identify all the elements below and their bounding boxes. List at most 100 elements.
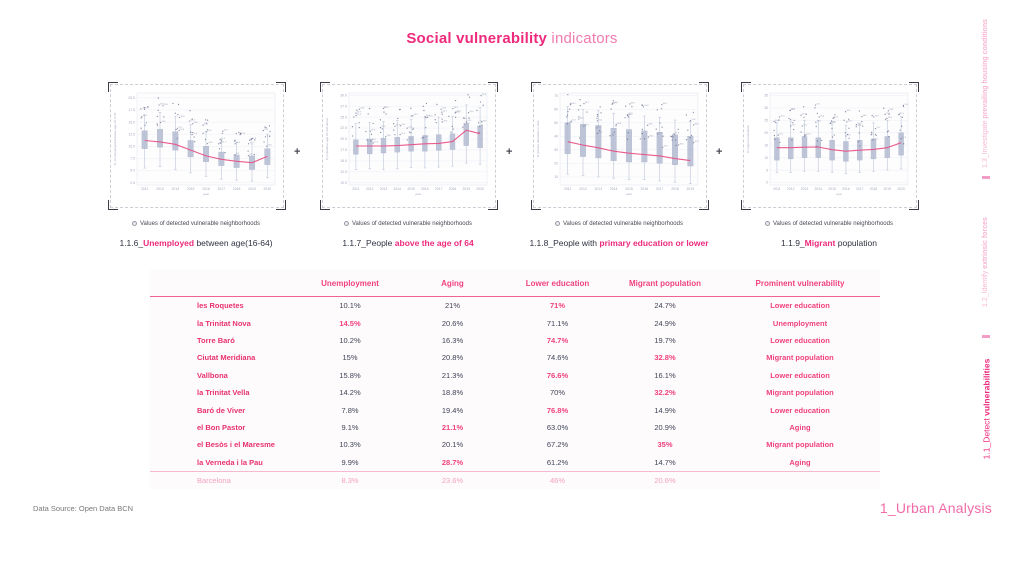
svg-text:15.2: 15.2 [191, 119, 196, 121]
svg-text:% population age 64 and above: % population age 64 and above [325, 118, 329, 161]
sidebar-item-detect-vulnerabilities[interactable]: 1.1_Detect vulnerabilities [982, 347, 992, 472]
svg-text:21.7: 21.7 [876, 127, 881, 129]
neighborhood-name: Torre Baró [197, 335, 235, 345]
svg-text:27.1: 27.1 [802, 114, 807, 116]
sidebar-item-housing-conditions[interactable]: 1.3_Investigate prevailing housing condi… [981, 19, 991, 168]
corner-bracket-icon [488, 82, 498, 92]
caption-text: 1.1.7_People [342, 238, 395, 248]
corner-bracket-icon [276, 200, 286, 210]
svg-text:49.3: 49.3 [568, 122, 573, 124]
svg-text:23.9: 23.9 [832, 121, 837, 123]
corner-bracket-icon [320, 200, 330, 210]
corner-bracket-icon [320, 82, 330, 92]
chart-caption-2: 1.1.7_People above the age of 64 [312, 238, 504, 248]
svg-text:22.5: 22.5 [340, 126, 347, 130]
svg-text:20.0: 20.0 [128, 96, 135, 100]
svg-text:30: 30 [764, 106, 768, 110]
svg-text:26.3: 26.3 [875, 115, 880, 117]
table-header-cell: Unemployment [321, 278, 379, 288]
svg-text:22.6: 22.6 [382, 126, 387, 128]
svg-text:42.1: 42.1 [598, 132, 603, 134]
svg-text:2019: 2019 [884, 187, 892, 191]
svg-text:30.0: 30.0 [340, 93, 347, 97]
svg-text:% of unemployed between age 16: % of unemployed between age 16 to 64 [113, 112, 117, 165]
svg-text:14.9: 14.9 [161, 121, 166, 123]
svg-text:2017: 2017 [656, 187, 664, 191]
svg-text:35.3: 35.3 [695, 141, 700, 143]
chart-legend-4: Values of detected vulnerable neighborho… [733, 221, 925, 227]
table-row: la Trinitat Nova 14.5% 20.6% 71.1% 24.9% Unem… [150, 314, 880, 331]
value-cell: 9.9% [341, 457, 359, 467]
corner-bracket-icon [699, 82, 709, 92]
svg-text:19.2: 19.2 [807, 133, 812, 135]
value-cell: 32.8% [654, 353, 676, 363]
svg-text:48.8: 48.8 [617, 123, 622, 125]
corner-bracket-icon [741, 200, 751, 210]
svg-text:year: year [415, 192, 421, 196]
svg-text:23.9: 23.9 [443, 120, 448, 122]
svg-text:2016: 2016 [842, 187, 850, 191]
svg-text:14.4: 14.4 [204, 124, 209, 126]
chart-legend-2: Values of detected vulnerable neighborho… [312, 221, 504, 227]
svg-text:24.6: 24.6 [775, 120, 780, 122]
value-cell: 21% [444, 301, 460, 311]
value-cell: 14.5% [339, 318, 361, 328]
svg-text:26.1: 26.1 [443, 111, 448, 113]
svg-text:46.1: 46.1 [597, 126, 602, 128]
svg-text:24.3: 24.3 [848, 120, 853, 122]
svg-text:28.8: 28.8 [889, 109, 894, 111]
svg-text:26.8: 26.8 [360, 108, 365, 110]
svg-text:25: 25 [764, 119, 768, 123]
svg-text:2019: 2019 [687, 187, 695, 191]
corner-bracket-icon [108, 200, 118, 210]
svg-text:23.2: 23.2 [857, 123, 862, 125]
svg-text:31.8: 31.8 [664, 146, 669, 148]
svg-text:2011: 2011 [564, 187, 571, 191]
neighborhood-name: les Roquetes [197, 301, 244, 311]
value-cell: 21.3% [441, 370, 464, 380]
svg-text:2.5: 2.5 [130, 181, 135, 185]
svg-text:2020: 2020 [264, 187, 272, 191]
svg-text:2012: 2012 [787, 187, 795, 191]
svg-text:41.7: 41.7 [659, 132, 664, 134]
value-cell: 8.3% [341, 476, 359, 486]
svg-text:20: 20 [764, 131, 768, 135]
table-header-cell: Migrant population [629, 278, 701, 288]
svg-text:31.1: 31.1 [817, 104, 822, 106]
value-cell: 16.3% [441, 335, 464, 345]
legend-label: Values of detected vulnerable neighborho… [773, 221, 893, 228]
vulnerability-cell: Lower education [770, 335, 830, 345]
page-title-light: indicators [547, 30, 618, 47]
svg-text:17.5: 17.5 [340, 148, 347, 152]
neighborhood-name: Vallbona [197, 370, 228, 380]
svg-text:year: year [203, 192, 209, 196]
vulnerability-cell: Migrant population [766, 353, 834, 363]
svg-text:29.9: 29.9 [482, 94, 487, 96]
svg-text:25.9: 25.9 [834, 117, 839, 119]
svg-text:41.8: 41.8 [675, 132, 680, 134]
svg-text:48.1: 48.1 [649, 124, 654, 126]
svg-text:2012: 2012 [366, 187, 374, 191]
svg-text:28.5: 28.5 [847, 110, 852, 112]
table-row: el Besòs i el Maresme 10.3% 20.1% 67.2% 35% M… [150, 436, 880, 453]
svg-text:26.4: 26.4 [820, 115, 825, 117]
caption-text: between age(16-64) [194, 238, 273, 248]
svg-text:26.8: 26.8 [442, 108, 447, 110]
svg-text:30: 30 [554, 148, 558, 152]
caption-highlight: primary education or lower [599, 238, 709, 248]
svg-text:63.4: 63.4 [572, 103, 577, 105]
value-cell: 32.2% [654, 388, 676, 398]
corner-bracket-icon [276, 82, 286, 92]
svg-text:13.3: 13.3 [180, 129, 185, 131]
value-cell: 7.8% [341, 405, 359, 415]
legend-dot-icon [765, 221, 770, 226]
svg-text:10.7: 10.7 [222, 141, 227, 143]
sidebar-item-extrinsic-forces[interactable]: 1.2_Identify extrinsic forces [981, 212, 991, 312]
svg-text:33.6: 33.6 [680, 143, 685, 145]
svg-text:year: year [836, 192, 842, 196]
svg-text:22.7: 22.7 [792, 124, 797, 126]
svg-text:26.9: 26.9 [454, 107, 459, 109]
svg-text:18.7: 18.7 [847, 134, 852, 136]
sidebar-divider [982, 176, 990, 179]
